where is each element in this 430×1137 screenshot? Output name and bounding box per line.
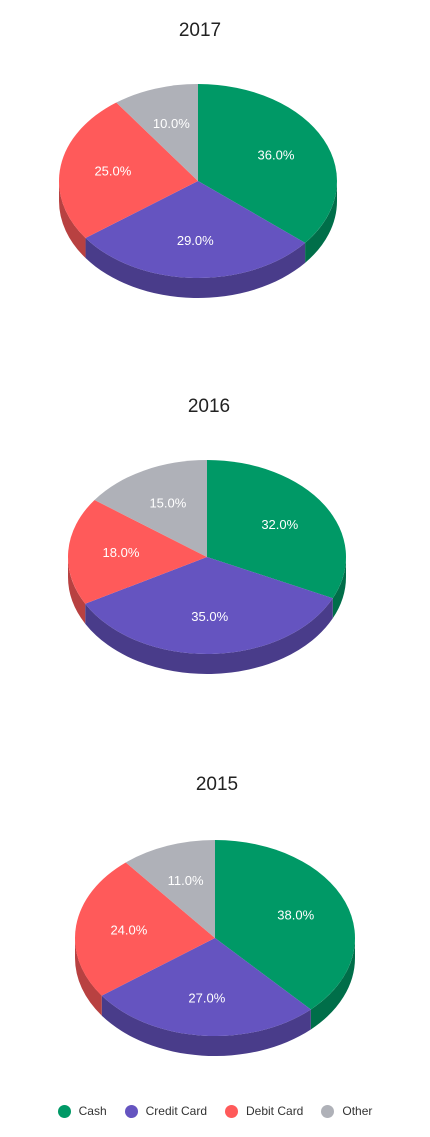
slice-label-other: 15.0% [149, 495, 186, 510]
pie-chart-2016: 2016 32.0% 35.0% 18.0% 15.0% [68, 396, 347, 674]
pie-side-credit-card [85, 598, 333, 674]
chart-title: 2017 [179, 20, 221, 41]
pie-side-credit-card [101, 995, 311, 1056]
pie-slice-cash[interactable] [207, 460, 347, 599]
legend-swatch-debit-card [225, 1104, 238, 1118]
pie-side-debit-card [75, 938, 102, 1016]
pie-slice-credit-card[interactable] [85, 181, 306, 278]
pie-chart-2017: 2017 36.0% 29.0% 25.0% 10.0% [58, 20, 337, 298]
legend-label-credit-card: Credit Card [145, 1104, 207, 1118]
chart-legend: Cash Credit Card Debit Card Other [0, 1100, 430, 1122]
legend-label-cash: Cash [78, 1104, 107, 1118]
pie-slice-other[interactable] [94, 460, 207, 557]
slice-label-debit-card: 18.0% [103, 545, 140, 560]
pie-slice-credit-card[interactable] [101, 938, 311, 1036]
slice-label-cash: 32.0% [261, 517, 298, 532]
legend-label-debit-card: Debit Card [246, 1104, 304, 1118]
pie-slice-cash[interactable] [215, 840, 356, 1010]
slice-label-debit-card: 24.0% [110, 922, 147, 937]
legend-swatch-cash [57, 1104, 71, 1118]
slice-label-debit-card: 25.0% [94, 164, 131, 179]
pie-slice-credit-card[interactable] [85, 557, 333, 654]
pie-side-debit-card [58, 181, 86, 259]
legend-swatch-other [321, 1104, 335, 1118]
legend-item-cash[interactable]: Cash [57, 1104, 107, 1118]
slice-label-credit-card: 29.0% [177, 233, 214, 248]
legend-label-other: Other [342, 1104, 373, 1118]
pie-side-cash [332, 557, 346, 619]
pie-side-debit-card [68, 557, 86, 624]
pie-slice-cash[interactable] [198, 84, 337, 243]
legend-item-other[interactable]: Other [321, 1104, 372, 1118]
slice-label-cash: 36.0% [258, 147, 295, 162]
pie-slice-other[interactable] [125, 840, 215, 938]
chart-title: 2016 [188, 396, 230, 417]
legend-item-credit-card[interactable]: Credit Card [124, 1104, 207, 1118]
slice-label-other: 10.0% [153, 116, 190, 131]
slice-label-credit-card: 27.0% [188, 990, 225, 1005]
legend-item-debit-card[interactable]: Debit Card [225, 1104, 303, 1118]
pie-side-cash [310, 938, 355, 1030]
pie-side-credit-card [85, 238, 306, 298]
pie-side-cash [305, 181, 337, 263]
pie-chart-2015: 2015 38.0% 27.0% 24.0% 11.0% [74, 774, 356, 1056]
legend-swatch-credit-card [124, 1104, 138, 1118]
pie-slice-debit-card[interactable] [68, 499, 208, 604]
slice-label-credit-card: 35.0% [191, 609, 228, 624]
pie-slice-debit-card[interactable] [74, 862, 215, 996]
pie-slice-debit-card[interactable] [59, 102, 199, 239]
slice-label-other: 11.0% [168, 873, 204, 888]
pie-slice-other[interactable] [116, 84, 198, 181]
chart-title: 2015 [196, 774, 238, 795]
slice-label-cash: 38.0% [277, 908, 314, 923]
